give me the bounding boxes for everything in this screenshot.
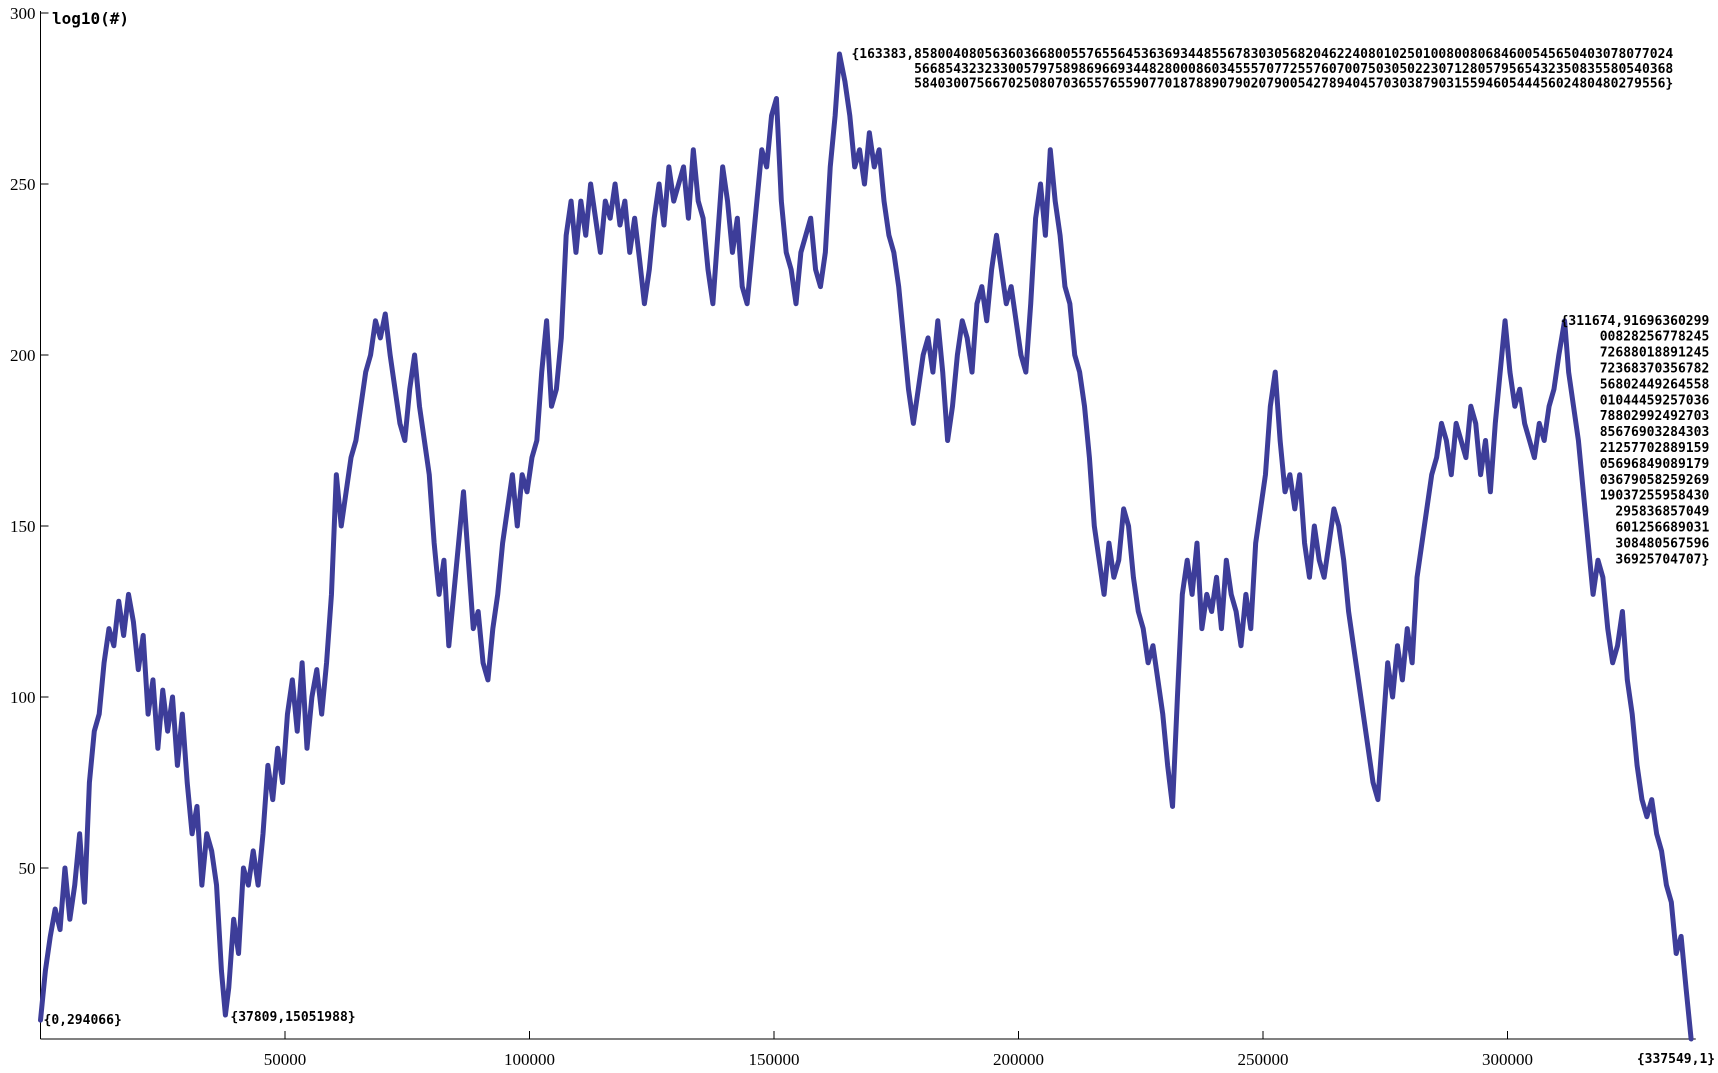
annotation-line: {163383,85800408056360366800557655645363… bbox=[851, 47, 1673, 62]
annotation-line: 72368370356782 bbox=[1600, 362, 1710, 377]
annotation-line: 72688018891245 bbox=[1600, 346, 1710, 361]
annotation: {337549,1} bbox=[1637, 1052, 1715, 1067]
annotation-line: 19037255958430 bbox=[1600, 489, 1710, 504]
annotation-line: 05696849089179 bbox=[1600, 457, 1710, 472]
annotation: {311674,91696360299008282567782457268801… bbox=[1561, 314, 1710, 568]
annotation-line: 5840300756670250807036557655907701878890… bbox=[914, 77, 1673, 92]
annotation-line: 5668543232330057975898696693448280008603… bbox=[914, 62, 1673, 77]
annotation-line: {337549,1} bbox=[1637, 1052, 1715, 1067]
y-tick-label: 300 bbox=[10, 4, 36, 23]
annotation: {0,294066} bbox=[44, 1013, 122, 1028]
annotation-line: 78802992492703 bbox=[1600, 409, 1710, 424]
annotation-line: 56802449264558 bbox=[1600, 377, 1710, 392]
y-tick-label: 200 bbox=[10, 346, 36, 365]
y-axis-title: log10(#) bbox=[52, 9, 129, 28]
x-tick-label: 300000 bbox=[1482, 1050, 1533, 1069]
y-tick-label: 100 bbox=[10, 688, 36, 707]
annotation-line: 85676903284303 bbox=[1600, 425, 1710, 440]
x-tick-label: 250000 bbox=[1238, 1050, 1289, 1069]
y-tick-label: 250 bbox=[10, 175, 36, 194]
y-tick-label: 50 bbox=[19, 859, 36, 878]
x-tick-label: 150000 bbox=[749, 1050, 800, 1069]
annotation-line: 308480567596 bbox=[1615, 536, 1709, 551]
annotation-line: 21257702889159 bbox=[1600, 441, 1710, 456]
x-tick-label: 50000 bbox=[264, 1050, 307, 1069]
data-line bbox=[38, 51, 1694, 1042]
y-tick-label: 150 bbox=[10, 517, 36, 536]
annotation-line: 601256689031 bbox=[1615, 521, 1709, 536]
annotation-line: {37809,15051988} bbox=[230, 1010, 355, 1025]
annotation-line: 295836857049 bbox=[1615, 505, 1709, 520]
x-tick-label: 200000 bbox=[993, 1050, 1044, 1069]
annotation-line: {0,294066} bbox=[44, 1013, 122, 1028]
annotation-line: 36925704707} bbox=[1615, 552, 1709, 567]
annotation-line: 01044459257036 bbox=[1600, 393, 1710, 408]
annotation-line: {311674,91696360299 bbox=[1561, 314, 1710, 329]
annotation-line: 03679058259269 bbox=[1600, 473, 1710, 488]
x-tick-label: 100000 bbox=[504, 1050, 555, 1069]
annotation: {163383,85800408056360366800557655645363… bbox=[851, 47, 1673, 92]
annotation: {37809,15051988} bbox=[230, 1010, 355, 1025]
annotation-line: 00828256778245 bbox=[1600, 330, 1710, 345]
